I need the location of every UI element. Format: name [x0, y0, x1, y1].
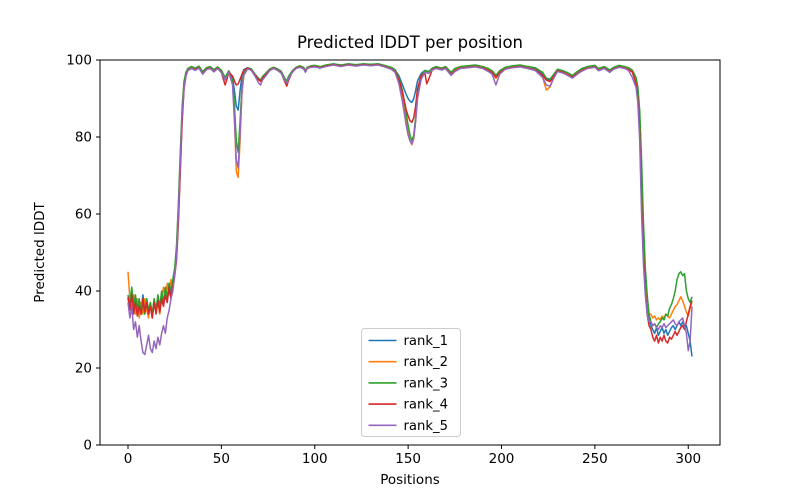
x-axis-label: Positions	[380, 472, 440, 488]
legend-label-rank_1: rank_1	[404, 334, 448, 349]
y-tick-label: 40	[75, 284, 92, 300]
x-tick-label: 50	[213, 451, 230, 467]
chart-title: Predicted lDDT per position	[297, 33, 523, 52]
series-line-rank_5	[127, 64, 693, 356]
legend-label-rank_5: rank_5	[404, 419, 448, 434]
x-tick-label: 0	[124, 451, 133, 467]
y-tick-label: 80	[75, 130, 92, 146]
x-tick-label: 250	[582, 451, 608, 467]
legend-box	[361, 328, 461, 437]
legend-label-rank_3: rank_3	[404, 376, 448, 391]
y-tick-label: 60	[75, 207, 92, 223]
legend-label-rank_4: rank_4	[404, 398, 448, 413]
x-tick-label: 100	[302, 451, 328, 467]
legend-label-rank_2: rank_2	[404, 355, 448, 370]
y-tick-label: 0	[83, 438, 92, 454]
x-tick-label: 300	[675, 451, 701, 467]
x-tick-label: 200	[489, 451, 515, 467]
y-tick-label: 100	[66, 53, 92, 69]
axes-frame	[99, 59, 721, 446]
x-tick-label: 150	[395, 451, 421, 467]
y-tick-label: 20	[75, 361, 92, 377]
y-axis-label: Predicted lDDT	[32, 202, 48, 303]
